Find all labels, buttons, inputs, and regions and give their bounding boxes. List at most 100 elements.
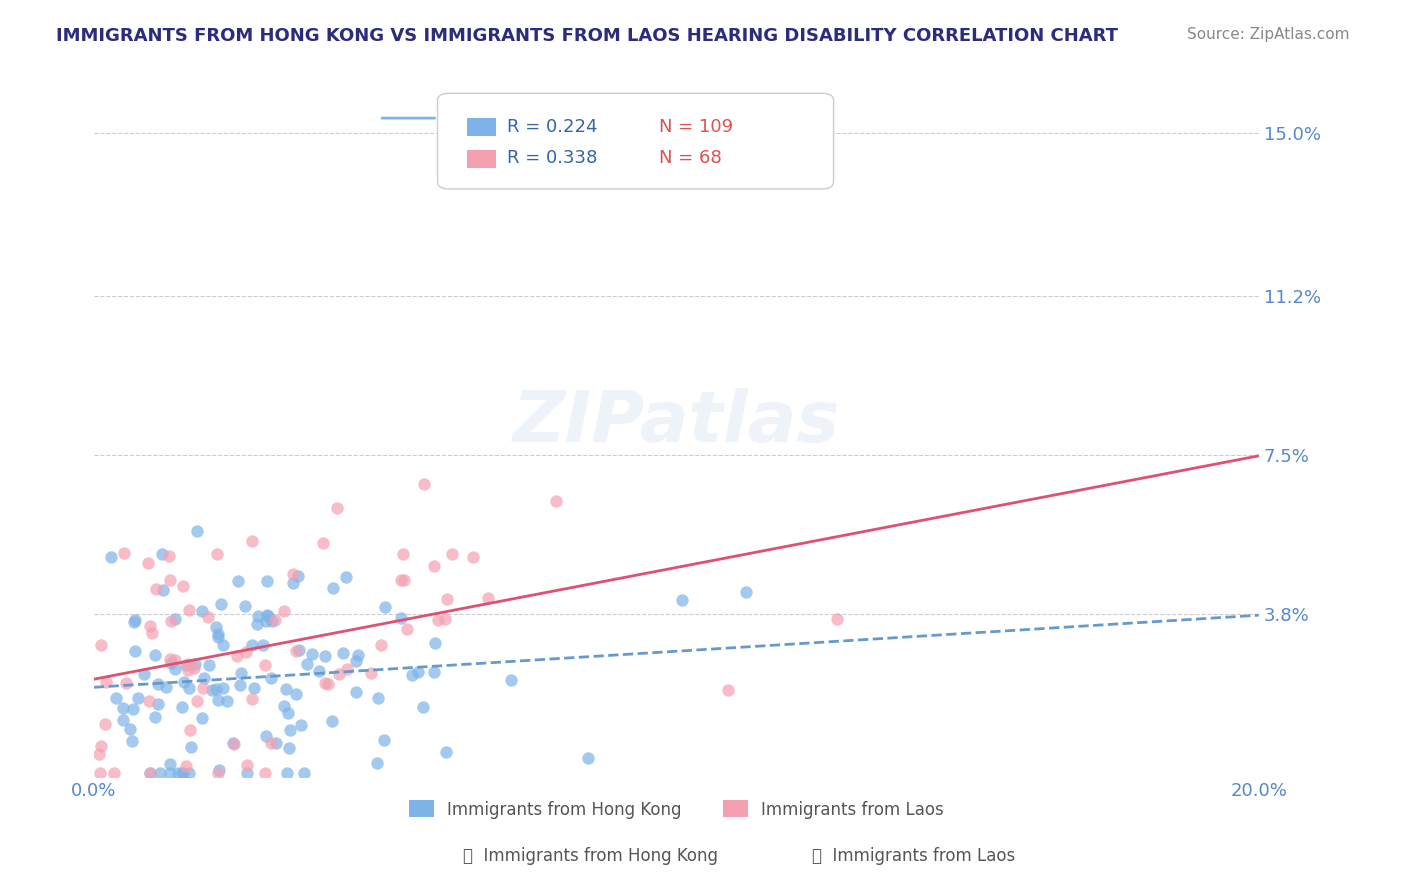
Point [423,665,446,679]
Point [425,635,447,649]
Point [173,674,195,689]
Point [284,686,307,700]
Point [149,765,172,780]
Text: N = 68: N = 68 [659,150,721,168]
Point [121,702,143,716]
Point [389,573,412,587]
Point [170,765,193,780]
Point [141,625,163,640]
Point [127,690,149,705]
Point [159,765,181,780]
Point [401,667,423,681]
Point [259,672,281,686]
Point [159,652,181,666]
Point [148,677,170,691]
Point [433,612,456,626]
Point [233,599,256,613]
Point [155,680,177,694]
Point [440,547,463,561]
Point [423,559,446,574]
Point [226,574,249,589]
Point [197,609,219,624]
Point [211,681,233,695]
Point [277,740,299,755]
Point [160,657,183,671]
Point [314,676,336,690]
Text: ZIPatlas: ZIPatlas [513,388,839,458]
Point [546,494,568,508]
Point [827,612,849,626]
Point [276,765,298,780]
Point [172,579,194,593]
Point [150,547,173,561]
Point [139,619,162,633]
Point [225,649,247,664]
Point [240,534,263,549]
Point [461,549,484,564]
Point [193,681,215,695]
Point [183,661,205,675]
Text: 🔴  Immigrants from Laos: 🔴 Immigrants from Laos [813,847,1015,865]
Point [120,722,142,736]
Point [112,546,135,560]
Point [314,649,336,664]
Legend: Immigrants from Hong Kong, Immigrants from Laos: Immigrants from Hong Kong, Immigrants fr… [402,794,950,825]
Point [145,582,167,596]
Point [186,694,208,708]
Point [96,675,118,690]
Text: N = 109: N = 109 [659,118,733,136]
Point [252,639,274,653]
Point [229,678,252,692]
Point [717,683,740,698]
Point [336,662,359,676]
Point [246,609,269,624]
Point [100,550,122,565]
Point [312,536,335,550]
Point [396,623,419,637]
Point [360,666,382,681]
Point [316,677,339,691]
Point [344,654,367,668]
Point [104,691,127,706]
Point [254,657,277,672]
Point [260,615,283,629]
Point [281,566,304,581]
Text: Source: ZipAtlas.com: Source: ZipAtlas.com [1187,27,1350,42]
Point [160,614,183,628]
Point [172,765,194,780]
Point [179,765,201,780]
Point [180,740,202,755]
Point [179,603,201,617]
Point [412,699,434,714]
Point [124,643,146,657]
Point [222,736,245,750]
Point [159,757,181,772]
Point [222,737,245,751]
Point [112,713,135,727]
Point [426,613,449,627]
Point [207,763,229,777]
Point [254,730,277,744]
Point [136,557,159,571]
Text: 🔵  Immigrants from Hong Kong: 🔵 Immigrants from Hong Kong [463,847,718,865]
Point [278,723,301,737]
Point [235,645,257,659]
Point [207,693,229,707]
Point [576,750,599,764]
Point [179,723,201,738]
Point [89,765,111,780]
Point [205,682,228,697]
Point [344,685,367,699]
Point [366,756,388,770]
Point [183,657,205,672]
Point [115,675,138,690]
Point [671,592,693,607]
Point [287,569,309,583]
Point [121,733,143,747]
Point [87,747,110,761]
Point [143,648,166,662]
Point [231,665,253,680]
Point [201,683,224,698]
Point [124,613,146,627]
Point [501,673,523,687]
